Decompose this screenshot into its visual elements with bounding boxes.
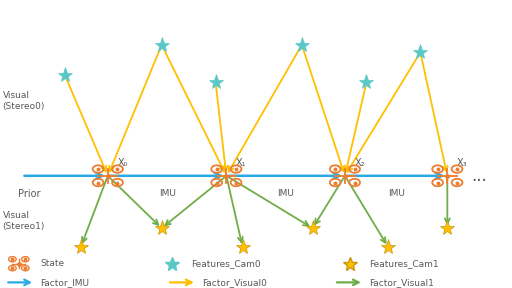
Text: Factor_Visual0: Factor_Visual0 (202, 278, 267, 287)
Text: X₂: X₂ (355, 158, 365, 168)
Text: IMU: IMU (159, 189, 176, 198)
Text: X₁: X₁ (236, 158, 247, 168)
Text: Factor_Visual1: Factor_Visual1 (369, 278, 434, 287)
Text: IMU: IMU (388, 189, 404, 198)
Text: Visual
(Stereo0): Visual (Stereo0) (3, 91, 45, 111)
Text: X₀: X₀ (117, 158, 128, 168)
Text: ...: ... (472, 167, 487, 185)
Text: State: State (40, 259, 65, 268)
Text: Features_Cam1: Features_Cam1 (369, 259, 439, 268)
Text: Prior: Prior (18, 189, 41, 199)
Text: IMU: IMU (277, 189, 294, 198)
Text: Visual
(Stereo1): Visual (Stereo1) (3, 211, 45, 231)
Text: X₃: X₃ (457, 158, 467, 168)
Text: Factor_IMU: Factor_IMU (40, 278, 90, 287)
Text: Features_Cam0: Features_Cam0 (191, 259, 261, 268)
